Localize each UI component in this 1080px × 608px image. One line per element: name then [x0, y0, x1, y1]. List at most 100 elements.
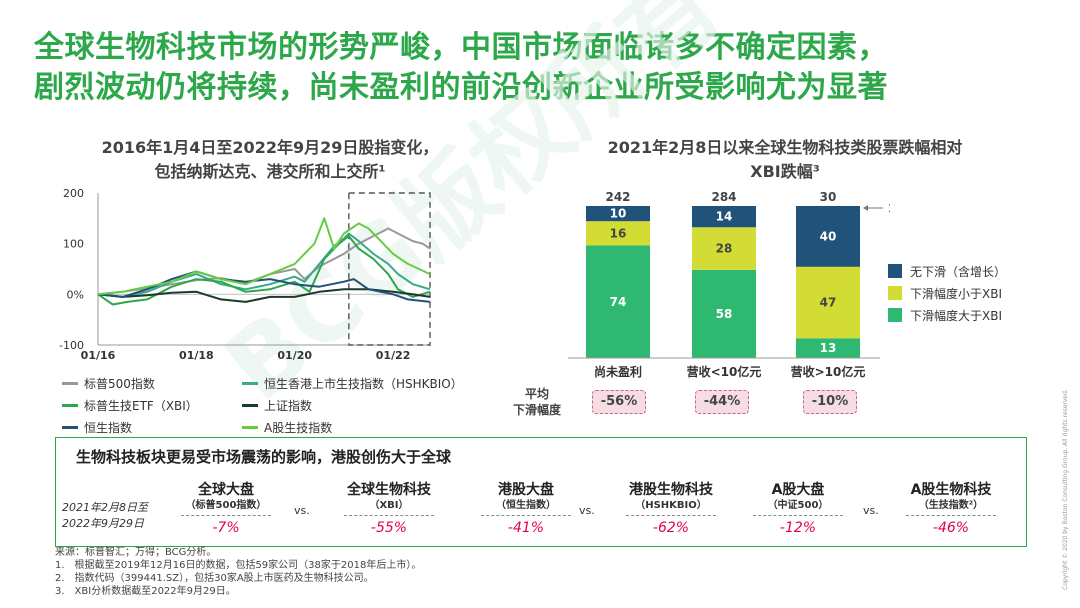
title-line-2: 剧烈波动仍将持续，尚未盈利的前沿创新企业所受影响尤为显著: [34, 70, 888, 105]
legend-item-a-share-bio: A股生技指数: [242, 419, 502, 436]
left-chart-title-line-2: 包括纳斯达克、港交所和上交所¹: [154, 162, 386, 181]
legend-swatch: [242, 403, 258, 407]
right-chart-title-line-2: XBI跌幅³: [750, 162, 820, 181]
avg-decline-label: 平均 下滑幅度: [513, 387, 562, 417]
copyright: Copyright © 2020 by Boston Consulting Gr…: [1062, 389, 1069, 590]
right-chart-title: 2021年2月8日以来全球生物科技类股票跌幅相对 XBI跌幅³: [560, 136, 1010, 184]
legend-swatch: [62, 425, 78, 429]
legend-item-sp500: 标普500指数: [62, 375, 242, 392]
bar-value-label: 10: [610, 207, 627, 221]
bar-segment: [796, 266, 860, 339]
footnote: 来源：标普智汇；万得；BCG分析。: [55, 547, 217, 558]
left-chart-title: 2016年1月4日至2022年9月29日股指变化， 包括纳斯达克、港交所和上交所…: [60, 136, 480, 184]
series-line: [97, 288, 431, 303]
comparison-head: 港股生物科技: [629, 482, 713, 498]
bar-segment: [692, 227, 756, 270]
arrow-head-icon: [863, 205, 868, 211]
comparison-head: 全球生物科技: [347, 482, 431, 498]
bar-value-label: 47: [820, 296, 837, 310]
comparison-box: 生物科技板块更易受市场震荡的影响，港股创伤大于全球 2021年2月8日至 202…: [55, 437, 1027, 547]
comparison-value: -41%: [507, 520, 545, 536]
legend-swatch: [888, 308, 902, 322]
left-chart-title-line-1: 2016年1月4日至2022年9月29日股指变化，: [101, 138, 439, 157]
avg-decline-pill: -56%: [592, 390, 646, 414]
bar-value-label: 13: [820, 341, 837, 355]
right-chart-title-line-1: 2021年2月8日以来全球生物科技类股票跌幅相对: [607, 138, 963, 157]
comparison-value: -12%: [779, 520, 817, 536]
y-tick-label: 0%: [67, 288, 84, 301]
legend-label: 下滑幅度小于XBI: [910, 286, 1002, 301]
comparison-head: A股大盘: [771, 482, 825, 498]
legend-item-more-than-xbi: 下滑幅度大于XBI: [888, 304, 1006, 326]
legend-label: A股生技指数: [264, 420, 333, 435]
comparison-box-title: 生物科技板块更易受市场震荡的影响，港股创伤大于全球: [76, 448, 452, 466]
vs-label: vs.: [579, 504, 595, 517]
footnote: 1. 根据截至2019年12月16日的数据，包括59家公司（38家于2018年后…: [55, 560, 422, 571]
bar-value-label: 40: [820, 229, 837, 243]
bar-segment: [796, 206, 860, 267]
category-label: 营收<10亿元: [687, 364, 762, 379]
bar-value-label: 28: [716, 242, 733, 256]
y-tick-label: -100: [59, 339, 84, 352]
legend-swatch: [242, 425, 258, 429]
bar-segment: [586, 206, 650, 222]
bar-segment: [796, 338, 860, 358]
legend-swatch: [242, 381, 258, 385]
y-tick-label: 200: [63, 187, 84, 200]
title-line-1: 全球生物科技市场的形势严峻，中国市场面临诸多不确定因素，: [34, 30, 888, 65]
footnote: 3. XBI分析数据截至2022年9月29日。: [55, 586, 236, 597]
legend-item-no-decline: 无下滑（含增长）: [888, 260, 1006, 282]
comparison-sub: （XBI）: [369, 500, 409, 511]
divider: [906, 515, 996, 516]
comparison-head: A股生物科技: [910, 482, 992, 498]
comparison-sub: （HSHKBIO）: [635, 500, 707, 511]
bar-value-label: 14: [716, 210, 733, 224]
bar-segment: [586, 221, 650, 246]
comparison-item: 全球大盘 （标普500指数） -7%: [166, 482, 286, 536]
divider: [181, 515, 271, 516]
avg-decline-pill: -10%: [803, 390, 857, 414]
bar-chart-legend: 无下滑（含增长） 下滑幅度小于XBI 下滑幅度大于XBI: [888, 260, 1006, 326]
divider: [481, 515, 571, 516]
comparison-value: -62%: [652, 520, 690, 536]
legend-swatch: [62, 403, 78, 407]
reference-label: 100%: [888, 202, 890, 215]
x-tick-label: 01/18: [179, 349, 214, 362]
legend-swatch: [888, 286, 902, 300]
series-line: [97, 235, 431, 306]
series-line: [97, 227, 431, 296]
stacked-bar-chart: 74 16 10 242 尚未盈利 58 28 14 284 营收<10亿元 13 47 40 30 营收>…: [568, 190, 890, 379]
x-tick-label: 01/16: [81, 349, 116, 362]
bar-value-label: 58: [716, 307, 733, 321]
divider: [344, 515, 434, 516]
comparison-item: 港股生物科技 （HSHKBIO） -62%: [606, 482, 736, 536]
legend-item-xbi: 标普生技ETF（XBI）: [62, 397, 242, 414]
legend-label: 无下滑（含增长）: [910, 264, 1007, 279]
divider: [626, 515, 716, 516]
comparison-value: -7%: [212, 520, 240, 536]
legend-swatch: [888, 264, 902, 278]
x-tick-label: 01/22: [376, 349, 411, 362]
comparison-value: -55%: [370, 520, 408, 536]
legend-label: 标普生技ETF（XBI）: [84, 398, 198, 413]
comparison-value: -46%: [932, 520, 970, 536]
legend-item-shanghai: 上证指数: [242, 397, 502, 414]
vs-label: vs.: [294, 504, 310, 517]
legend-label: 恒生指数: [84, 420, 133, 435]
y-tick-label: 100: [63, 238, 84, 251]
bar-segment: [692, 269, 756, 358]
footnote: 2. 指数代码（399441.SZ），包括30家A股上市医药及生物科技公司。: [55, 573, 374, 584]
bar-value-label: 74: [610, 295, 627, 309]
comparison-item: 全球生物科技 （XBI） -55%: [324, 482, 454, 536]
comparison-period: 2021年2月8日至 2022年9月29日: [62, 501, 148, 530]
line-chart-legend: 标普500指数 恒生香港上市生技指数（HSHKBIO） 标普生技ETF（XBI）…: [62, 372, 522, 438]
bar-total-label: 284: [711, 190, 736, 204]
legend-item-hang-seng: 恒生指数: [62, 419, 242, 436]
legend-swatch: [62, 381, 78, 385]
bar-segment: [586, 245, 650, 358]
comparison-item: A股大盘 （中证500） -12%: [738, 482, 858, 536]
comparison-sub: （标普500指数）: [185, 500, 267, 511]
series-line: [97, 217, 431, 296]
avg-decline-pill: -44%: [695, 390, 749, 414]
